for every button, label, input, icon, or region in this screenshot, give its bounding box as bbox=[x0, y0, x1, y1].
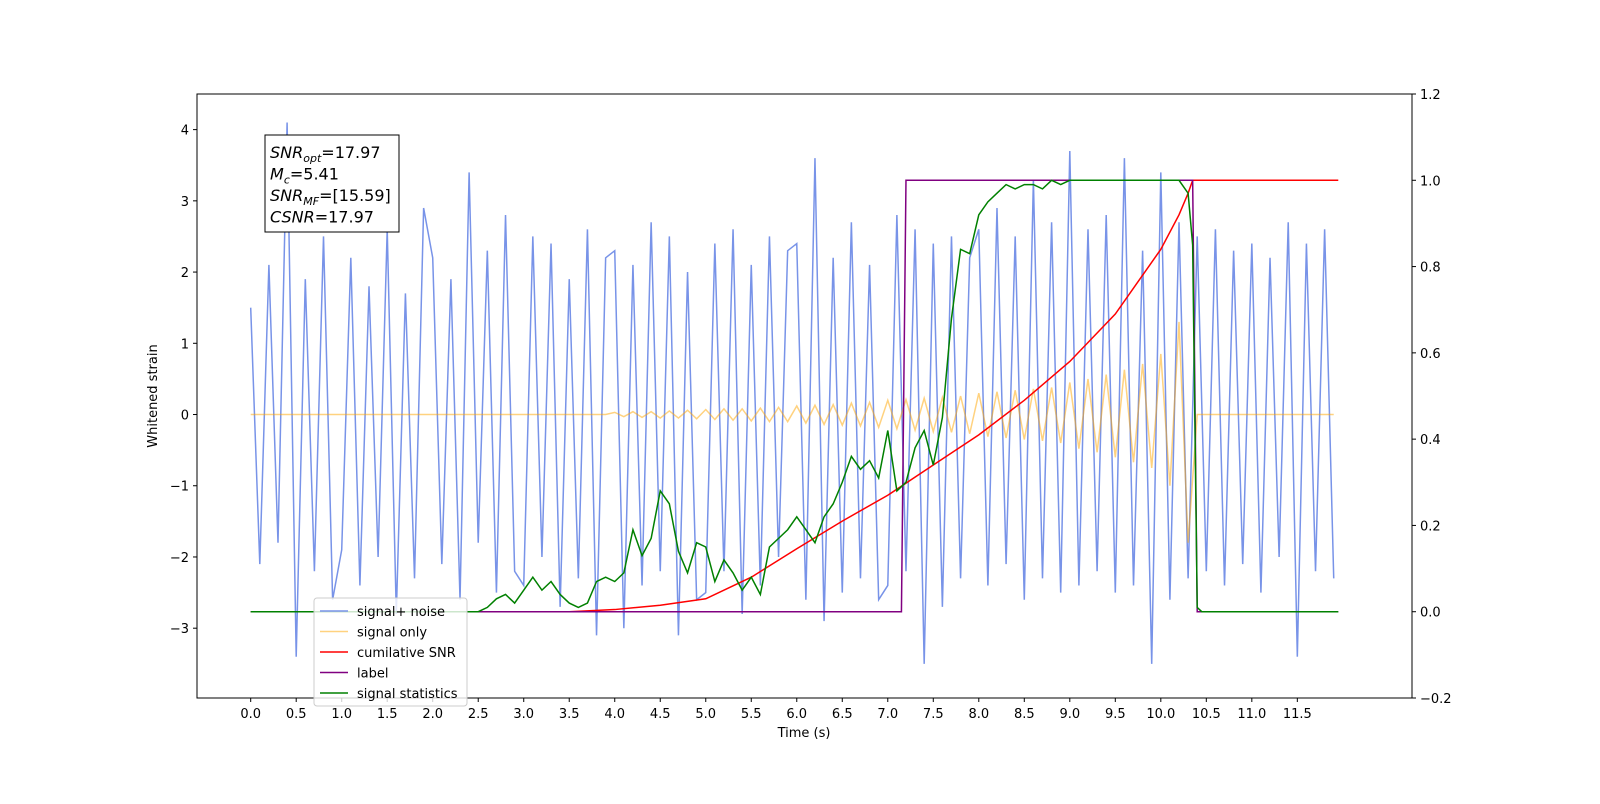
y-tick-label: −3 bbox=[170, 622, 189, 637]
series-line bbox=[250, 321, 1334, 543]
x-tick-label: 10.0 bbox=[1146, 707, 1175, 722]
annotation-box bbox=[264, 134, 400, 233]
x-tick-label: 1.0 bbox=[331, 707, 352, 722]
annotation-subscript: opt bbox=[303, 152, 322, 165]
y2-tick-label: 1.2 bbox=[1420, 88, 1441, 103]
y2-tick-label: 0.6 bbox=[1420, 347, 1441, 362]
plot-frame bbox=[196, 93, 1413, 699]
series-line bbox=[250, 179, 1339, 613]
x-tick-label: 5.5 bbox=[741, 707, 762, 722]
x-tick-label: 7.0 bbox=[877, 707, 898, 722]
x-tick-label: 11.0 bbox=[1237, 707, 1266, 722]
legend-label: signal statistics bbox=[357, 687, 458, 702]
legend-label: label bbox=[357, 667, 388, 682]
y-tick-label: 2 bbox=[181, 266, 189, 281]
annotation-symbol: SNR bbox=[270, 186, 303, 205]
annotation-line: SNRMF=[15.59] bbox=[270, 186, 391, 208]
x-tick-label: 10.5 bbox=[1192, 707, 1221, 722]
y-axis-label: Whitened strain bbox=[146, 344, 161, 447]
annotation-line: CSNR=17.97 bbox=[270, 208, 374, 227]
x-tick-label: 4.5 bbox=[650, 707, 671, 722]
legend-box bbox=[313, 597, 468, 707]
x-tick-label: 8.5 bbox=[1014, 707, 1035, 722]
legend-label: signal+ noise bbox=[357, 605, 445, 620]
x-tick-label: 3.0 bbox=[513, 707, 534, 722]
annotation-subscript: c bbox=[284, 174, 290, 187]
x-tick-label: 1.5 bbox=[377, 707, 398, 722]
series-line bbox=[249, 122, 1335, 664]
annotation-line: SNRopt=17.97 bbox=[270, 143, 381, 165]
legend-label: signal only bbox=[357, 626, 427, 641]
annotation-line: Mc=5.41 bbox=[270, 165, 339, 187]
series-line bbox=[250, 179, 1339, 613]
annotation-value: =17.97 bbox=[315, 208, 374, 227]
x-tick-label: 5.0 bbox=[695, 707, 716, 722]
y2-tick-label: −0.2 bbox=[1420, 692, 1452, 707]
y2-tick-label: 0.4 bbox=[1420, 433, 1441, 448]
y2-tick-label: 0.0 bbox=[1420, 606, 1441, 621]
x-tick-label: 6.5 bbox=[832, 707, 853, 722]
annotation-symbol: SNR bbox=[270, 143, 303, 162]
y-tick-label: 3 bbox=[181, 195, 189, 210]
annotation-value: =[15.59] bbox=[319, 186, 391, 205]
x-tick-label: 4.0 bbox=[604, 707, 625, 722]
x-tick-label: 9.5 bbox=[1105, 707, 1126, 722]
y-tick-label: 0 bbox=[181, 409, 189, 424]
x-tick-label: 11.5 bbox=[1283, 707, 1312, 722]
x-tick-label: 0.5 bbox=[286, 707, 307, 722]
annotation-value: =5.41 bbox=[290, 165, 339, 184]
annotation-symbol: CSNR bbox=[270, 208, 315, 227]
x-tick-label: 0.0 bbox=[240, 707, 261, 722]
x-tick-label: 3.5 bbox=[559, 707, 580, 722]
y-tick-label: 4 bbox=[181, 124, 189, 139]
annotation-subscript: MF bbox=[303, 195, 319, 208]
x-tick-label: 7.5 bbox=[923, 707, 944, 722]
x-tick-label: 2.5 bbox=[468, 707, 489, 722]
y2-tick-label: 1.0 bbox=[1420, 174, 1441, 189]
legend-label: cumilative SNR bbox=[357, 646, 456, 661]
x-tick-label: 2.0 bbox=[422, 707, 443, 722]
annotation-value: =17.97 bbox=[321, 143, 380, 162]
x-tick-label: 8.0 bbox=[968, 707, 989, 722]
x-axis-label: Time (s) bbox=[777, 726, 831, 741]
y2-tick-label: 0.2 bbox=[1420, 519, 1441, 534]
y-tick-label: 1 bbox=[181, 337, 189, 352]
x-tick-label: 9.0 bbox=[1059, 707, 1080, 722]
annotation-symbol: M bbox=[270, 165, 284, 184]
y-tick-label: −2 bbox=[170, 551, 189, 566]
y2-tick-label: 0.8 bbox=[1420, 261, 1441, 276]
x-tick-label: 6.0 bbox=[786, 707, 807, 722]
y-tick-label: −1 bbox=[170, 480, 189, 495]
